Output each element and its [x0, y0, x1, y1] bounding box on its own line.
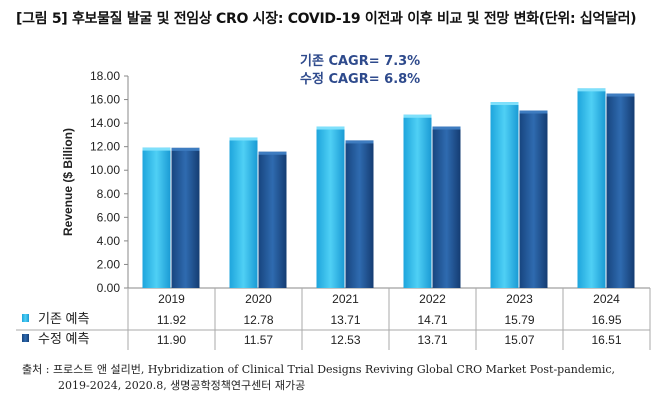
bar-original-2020: [229, 137, 258, 288]
y-tick-label: 12.00: [90, 140, 120, 154]
data-table-value: 16.51: [591, 333, 621, 347]
x-category-label: 2021: [332, 292, 359, 306]
bar-original-2022: [403, 114, 432, 288]
bar-revised-2022: [432, 126, 461, 288]
x-category-label: 2020: [245, 292, 272, 306]
data-table-value: 13.71: [417, 333, 447, 347]
bar-top-2024: [577, 88, 606, 92]
legend-marker-1: [22, 334, 29, 342]
bar-original-2021: [316, 126, 345, 288]
bar-original-2024: [577, 88, 606, 288]
y-tick-label: 0.00: [97, 281, 121, 295]
bar-original-2019: [142, 147, 171, 288]
legend-label: 수정 예측: [38, 331, 89, 346]
bar-top-2023: [490, 102, 519, 106]
data-table-value: 15.07: [504, 333, 534, 347]
bar-top-2019: [142, 147, 171, 151]
bar-top-2021: [316, 126, 345, 130]
y-tick-label: 4.00: [97, 234, 121, 248]
bar-revised-2019: [171, 147, 200, 288]
bar-top-2019: [171, 147, 200, 151]
bar-original-2023: [490, 102, 519, 288]
bar-revised-2024: [606, 93, 635, 288]
bar-revised-2021: [345, 140, 374, 288]
bar-top-2022: [432, 126, 461, 130]
data-table-value: 11.90: [157, 333, 186, 347]
cagr-revised: 수정 CAGR= 6.8%: [300, 72, 421, 87]
legend-label: 기존 예측: [38, 311, 89, 326]
x-category-label: 2023: [506, 292, 533, 306]
y-tick-label: 8.00: [97, 187, 121, 201]
bar-top-2024: [606, 93, 635, 97]
legend-marker-0: [22, 314, 29, 322]
bar-revised-2023: [519, 110, 548, 289]
bar-top-2020: [229, 137, 258, 141]
bar-top-2020: [258, 151, 287, 155]
y-tick-label: 10.00: [90, 163, 120, 177]
bar-top-2023: [519, 110, 548, 114]
y-axis-label: Revenue ($ Billion): [61, 128, 75, 236]
cagr-original: 기존 CAGR= 7.3%: [300, 54, 421, 69]
x-category-label: 2024: [593, 292, 620, 306]
x-category-label: 2022: [419, 292, 446, 306]
y-tick-label: 16.00: [90, 93, 120, 107]
bar-top-2022: [403, 114, 432, 118]
data-table-value: 12.78: [243, 313, 273, 327]
data-table-value: 13.71: [330, 313, 360, 327]
data-table-value: 12.53: [330, 333, 360, 347]
y-tick-label: 14.00: [90, 116, 120, 130]
figure-title: [그림 5] 후보물질 발굴 및 전임상 CRO 시장: COVID-19 이전…: [16, 11, 637, 27]
data-table-value: 15.79: [504, 313, 534, 327]
bar-top-2021: [345, 140, 374, 144]
x-category-label: 2019: [158, 292, 185, 306]
data-table-value: 16.95: [591, 313, 621, 327]
y-tick-label: 18.00: [90, 69, 120, 83]
bar-revised-2020: [258, 151, 287, 288]
data-table-value: 11.57: [244, 333, 273, 347]
y-tick-label: 6.00: [97, 210, 121, 224]
y-tick-label: 2.00: [97, 257, 121, 271]
data-table-value: 11.92: [157, 313, 186, 327]
source-line-1: 출처 : 프로스트 앤 설리번, Hybridization of Clinic…: [22, 363, 615, 376]
data-table-value: 14.71: [417, 313, 447, 327]
source-line-2: 2019-2024, 2020.8, 생명공학정책연구센터 재가공: [58, 379, 306, 392]
